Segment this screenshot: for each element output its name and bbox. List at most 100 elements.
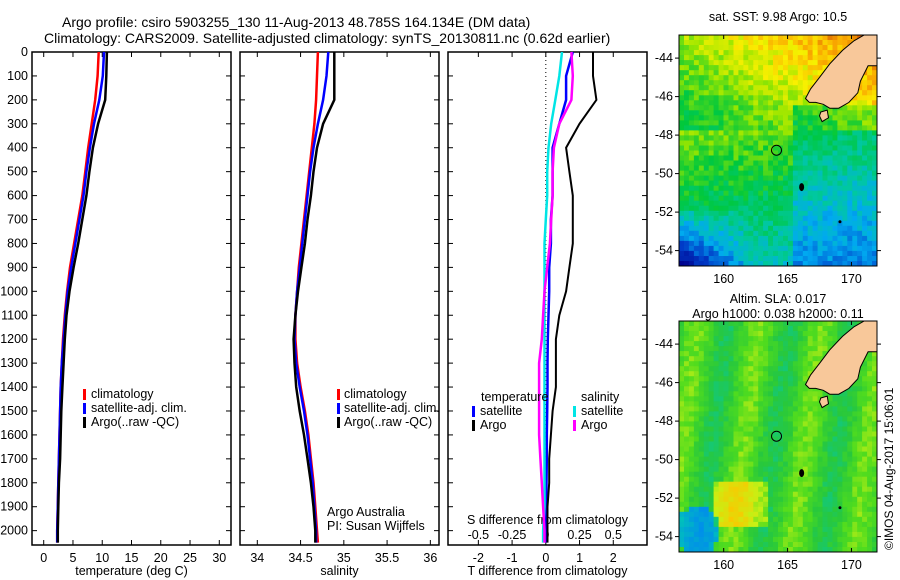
map-cell — [812, 476, 819, 483]
map-cell — [857, 451, 863, 458]
map-cell — [867, 160, 873, 167]
map-cell — [698, 386, 705, 392]
map-cell — [862, 461, 868, 468]
map-cell — [852, 155, 858, 162]
map-cell — [783, 386, 789, 392]
map-cell — [733, 436, 739, 443]
map-cell — [708, 521, 715, 528]
map-cell — [698, 446, 705, 453]
map-cell — [802, 175, 809, 182]
map-cell — [718, 341, 725, 347]
map-cell — [743, 531, 749, 538]
x-tick-label: 25 — [183, 551, 197, 565]
map-cell — [688, 135, 695, 141]
map-cell — [733, 165, 739, 172]
map-cell — [802, 220, 809, 227]
map-cell — [787, 521, 794, 528]
map-cell — [787, 326, 794, 332]
map-cell — [738, 140, 744, 147]
map-cell — [684, 526, 690, 533]
map-cell — [684, 396, 690, 402]
map-cell — [867, 471, 873, 478]
map-cell — [738, 431, 744, 438]
map-y-tick-label: -52 — [655, 205, 673, 219]
map-cell — [768, 471, 774, 478]
map-cell — [743, 431, 749, 438]
map-cell — [783, 336, 789, 342]
map-cell — [802, 441, 809, 448]
map-cell — [679, 170, 685, 177]
map-cell — [822, 125, 828, 131]
map-cell — [753, 110, 759, 116]
map-cell — [768, 376, 774, 382]
map-cell — [748, 536, 754, 543]
map-cell — [743, 100, 749, 106]
map-cell — [718, 531, 725, 538]
map-cell — [822, 331, 828, 337]
map-cell — [743, 140, 749, 147]
map-cell — [817, 531, 824, 538]
map-cell — [773, 190, 779, 197]
map-cell — [753, 235, 759, 242]
map-cell — [768, 466, 774, 473]
map-cell — [812, 401, 819, 407]
map-cell — [723, 321, 729, 327]
map-cell — [733, 371, 739, 377]
map-cell — [723, 331, 729, 337]
map-cell — [748, 491, 754, 498]
map-cell — [713, 441, 720, 448]
map-cell — [748, 160, 754, 167]
map-cell — [679, 155, 685, 162]
map-cell — [797, 511, 804, 518]
map-cell — [857, 506, 863, 513]
map-cell — [679, 501, 685, 508]
map-cell — [862, 205, 868, 212]
map-cell — [738, 346, 744, 352]
map-cell — [688, 80, 695, 86]
map-cell — [688, 85, 695, 91]
map-cell — [733, 50, 739, 56]
map-cell — [852, 200, 858, 207]
map-cell — [842, 195, 848, 202]
map-cell — [768, 331, 774, 337]
map-cell — [718, 396, 725, 402]
map-cell — [807, 411, 814, 417]
map-cell — [872, 150, 877, 157]
map-cell — [679, 195, 685, 202]
map-cell — [783, 185, 789, 192]
map-cell — [743, 391, 749, 397]
map-cell — [822, 426, 828, 433]
map-cell — [862, 80, 868, 86]
map-cell — [758, 155, 764, 162]
legend-label: climatology — [344, 387, 407, 401]
map-cell — [822, 326, 828, 332]
y-tick-label: 1400 — [0, 380, 28, 394]
map-cell — [852, 175, 858, 182]
map-cell — [817, 250, 824, 257]
y-tick-label: 300 — [7, 117, 28, 131]
map-cell — [797, 120, 804, 126]
map-cell — [758, 341, 764, 347]
map-cell — [802, 60, 809, 66]
map-cell — [713, 200, 720, 207]
map-cell — [763, 446, 769, 453]
map-cell — [817, 60, 824, 66]
map-cell — [822, 60, 828, 66]
map-cell — [743, 170, 749, 177]
map-cell — [713, 431, 720, 438]
y-tick-label: 1700 — [0, 452, 28, 466]
map-cell — [872, 155, 877, 162]
map-cell — [837, 516, 843, 523]
map-cell — [792, 120, 799, 126]
map-cell — [743, 105, 749, 111]
map-cell — [693, 341, 700, 347]
map-cell — [857, 426, 863, 433]
map-cell — [728, 115, 734, 121]
map-cell — [748, 170, 754, 177]
map-cell — [738, 105, 744, 111]
map-cell — [827, 165, 833, 172]
y-tick-label: 1100 — [1, 308, 28, 322]
map-cell — [713, 180, 720, 187]
map-cell — [822, 65, 828, 71]
map-cell — [778, 135, 784, 141]
